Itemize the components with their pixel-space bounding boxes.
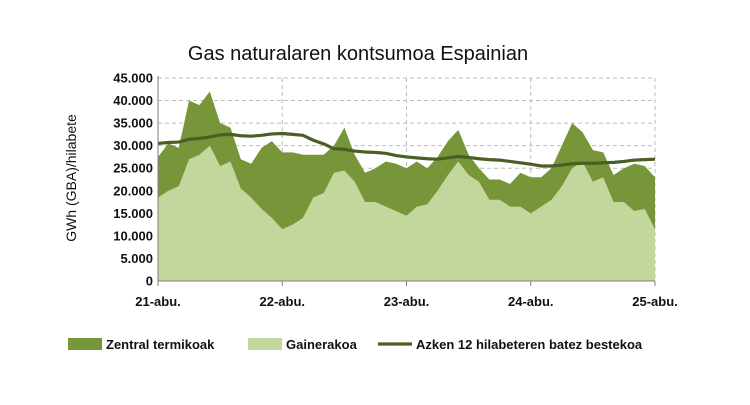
y-tick-label: 30.000 [113,138,153,153]
y-tick-label: 20.000 [113,183,153,198]
x-tick-label: 22-abu. [259,294,305,309]
y-tick-label: 10.000 [113,228,153,243]
y-axis-label: GWh (GBA)/hilabete [63,114,79,242]
legend-label: Azken 12 hilabeteren batez bestekoa [416,337,643,352]
x-tick-label: 24-abu. [508,294,554,309]
x-tick-label: 23-abu. [384,294,430,309]
legend-label: Gainerakoa [286,337,358,352]
y-tick-label: 15.000 [113,206,153,221]
legend-label: Zentral termikoak [106,337,215,352]
y-tick-label: 45.000 [113,71,153,86]
series-line-average [157,131,656,168]
y-tick-label: 0 [146,274,153,289]
legend: Zentral termikoak Gainerakoa Azken 12 hila… [68,337,643,352]
axes: 0 5.000 10.000 15.000 20.000 25.000 30.000 35.0… [113,71,678,310]
chart-title: Gas naturalaren kontsumoa Espainian [188,43,528,65]
plot-lines [157,131,656,168]
x-tick-label: 25-abu. [632,294,678,309]
y-tick-label: 40.000 [113,93,153,108]
y-tick-label: 35.000 [113,116,153,131]
x-tick-label: 21-abu. [135,294,181,309]
series-area-gainerakoa [158,145,655,281]
y-tick-label: 25.000 [113,161,153,176]
plot-areas [158,91,655,281]
legend-swatch-zentral-termikoak [68,338,102,350]
y-tick-label: 5.000 [120,251,153,266]
legend-swatch-gainerakoa [248,338,282,350]
